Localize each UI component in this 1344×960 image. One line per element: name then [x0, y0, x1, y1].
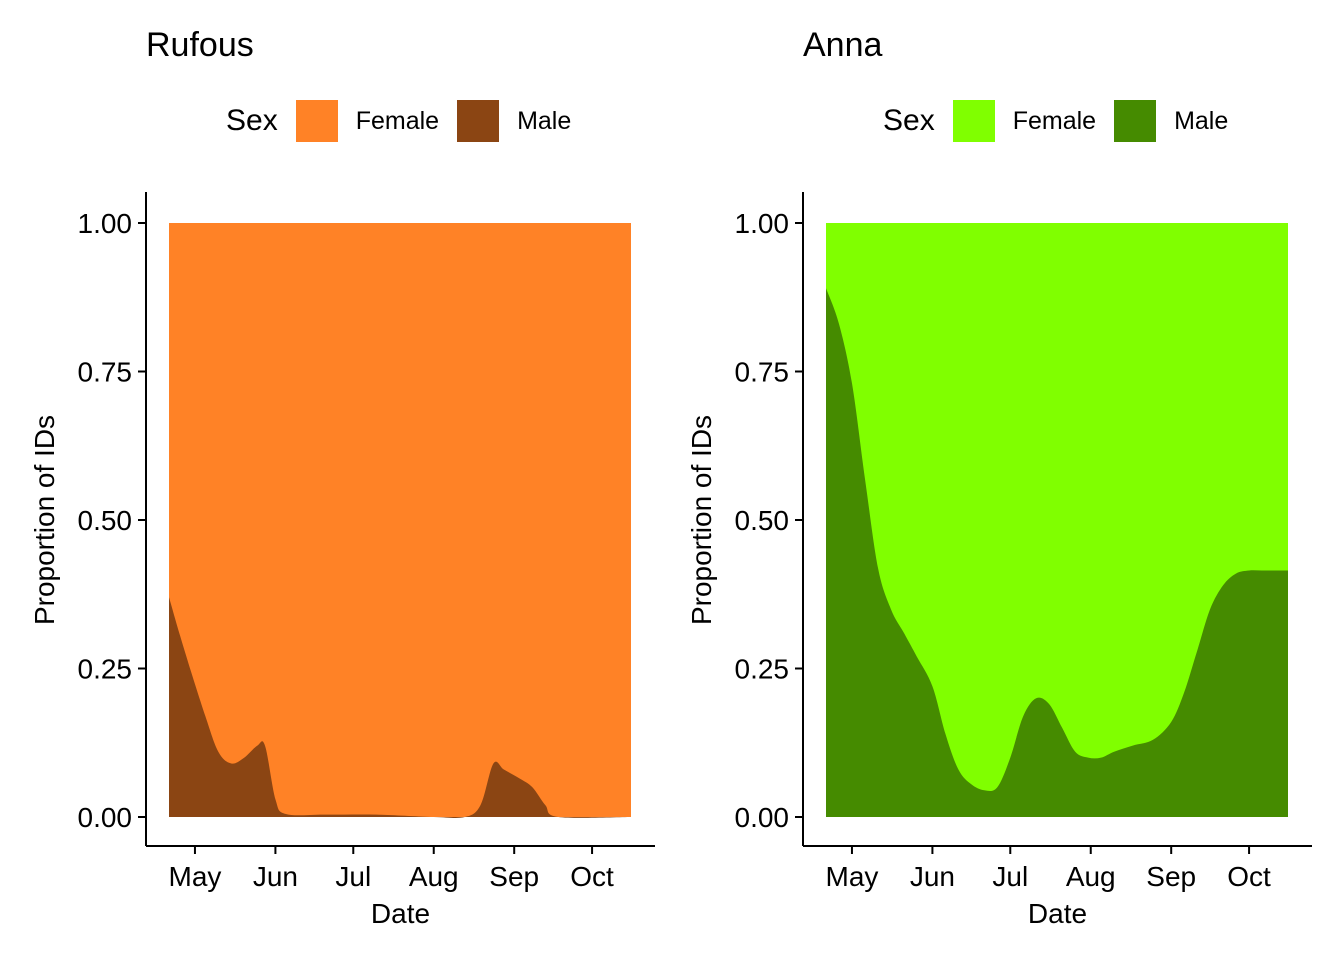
rufous-plot: 0.00 0.25 0.50 0.75 1.00 May Jun Jul Aug Sep Oct Da…	[29, 192, 655, 929]
legend-label-female: Female	[1012, 106, 1097, 135]
legend-key-female	[295, 100, 338, 142]
legend-label-female: Female	[355, 106, 440, 135]
x-tick-label: Aug	[1066, 861, 1116, 892]
x-tick-label: May	[826, 861, 879, 892]
legend-label-male: Male	[517, 106, 572, 135]
x-tick-label: Aug	[409, 861, 459, 892]
x-tick-label: Jul	[335, 861, 371, 892]
y-tick-label: 0.50	[78, 505, 133, 536]
legend-label-male: Male	[1174, 106, 1229, 135]
y-tick-label: 0.00	[735, 802, 790, 833]
x-axis-title: Date	[1028, 898, 1087, 929]
area-male	[826, 288, 1288, 817]
x-tick-label: Jun	[910, 861, 955, 892]
area-male	[169, 597, 631, 818]
y-axis-title: Proportion of IDs	[29, 415, 60, 625]
anna-panel: 0.00 0.25 0.50 0.75 1.00 May Jun Jul Aug Sep Oct Da…	[657, 0, 1329, 960]
area-female	[169, 223, 631, 817]
x-tick-label: Oct	[1227, 861, 1271, 892]
y-axis-title: Proportion of IDs	[686, 415, 717, 625]
legend: Sex Female Male	[226, 98, 589, 144]
y-tick-label: 1.00	[78, 208, 133, 239]
y-tick-label: 1.00	[735, 208, 790, 239]
x-tick-label: Sep	[1146, 861, 1196, 892]
y-tick-label: 0.75	[735, 357, 790, 388]
x-axis-title: Date	[371, 898, 430, 929]
legend-title: Sex	[226, 104, 278, 137]
y-tick-label: 0.50	[735, 505, 790, 536]
x-tick-label: Oct	[570, 861, 614, 892]
x-tick-label: Jun	[253, 861, 298, 892]
legend-title: Sex	[883, 104, 935, 137]
anna-plot: 0.00 0.25 0.50 0.75 1.00 May Jun Jul Aug Sep Oct Da…	[686, 192, 1312, 929]
chart-title: Rufous	[146, 26, 254, 64]
legend-key-male	[1114, 100, 1157, 142]
area-female	[826, 223, 1288, 817]
x-tick-label: Jul	[992, 861, 1028, 892]
y-tick-label: 0.00	[78, 802, 133, 833]
y-tick-label: 0.25	[78, 654, 133, 685]
x-tick-label: Sep	[489, 861, 539, 892]
rufous-panel: 0.00 0.25 0.50 0.75 1.00 May Jun Jul Aug Sep Oct Da…	[29, 26, 655, 929]
legend-key-female	[952, 100, 995, 142]
legend: Sex Female Male	[883, 98, 1246, 144]
chart-title: Anna	[803, 26, 883, 64]
y-tick-label: 0.25	[735, 654, 790, 685]
legend-key-male	[457, 100, 500, 142]
y-tick-label: 0.75	[78, 357, 133, 388]
x-tick-label: May	[169, 861, 222, 892]
